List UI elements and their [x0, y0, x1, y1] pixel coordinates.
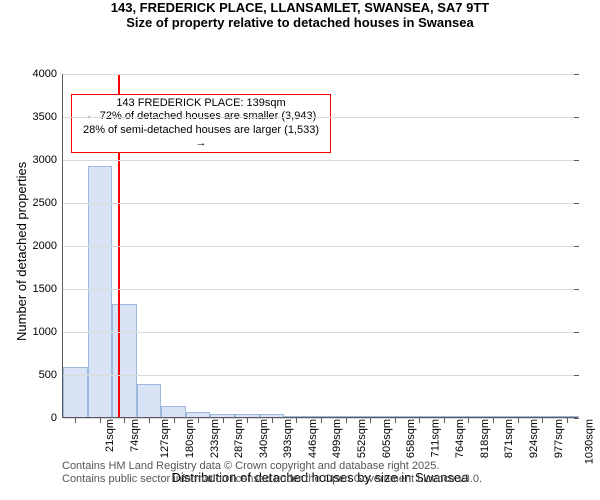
x-tick-label: 74sqm	[129, 419, 141, 452]
y-tick-label: 2500	[33, 197, 63, 209]
bar	[309, 416, 334, 417]
bar	[284, 416, 309, 417]
y-tick-label: 0	[51, 412, 63, 424]
bar	[505, 416, 530, 417]
x-tick-label: 1030sqm	[583, 419, 595, 464]
gridline-h	[63, 246, 578, 247]
bar	[432, 416, 457, 417]
gridline-h	[63, 332, 578, 333]
x-tick-mark	[321, 418, 322, 423]
y-axis-label: Number of detached properties	[14, 162, 29, 341]
y-tick-label: 1000	[33, 326, 63, 338]
gridline-h	[63, 375, 578, 376]
footer-line-2: Contains public sector information licen…	[62, 473, 482, 486]
bar	[358, 416, 383, 417]
y-tick-mark	[574, 74, 579, 75]
x-tick-mark	[346, 418, 347, 423]
gridline-h	[63, 74, 578, 75]
x-tick-mark	[567, 418, 568, 423]
x-tick-label: 233sqm	[209, 419, 221, 458]
x-tick-label: 499sqm	[332, 419, 344, 458]
gridline-h	[63, 289, 578, 290]
x-tick-mark	[370, 418, 371, 423]
bar	[260, 414, 285, 417]
annotation-line-1: 143 FREDERICK PLACE: 139sqm	[76, 97, 326, 110]
gridline-h	[63, 203, 578, 204]
x-tick-mark	[174, 418, 175, 423]
x-tick-mark	[124, 418, 125, 423]
bar	[210, 414, 235, 417]
annotation-line-3: 28% of semi-detached houses are larger (…	[76, 124, 326, 150]
footer: Contains HM Land Registry data © Crown c…	[62, 460, 482, 486]
y-tick-mark	[574, 246, 579, 247]
bar	[554, 416, 579, 417]
x-tick-label: 552sqm	[356, 419, 368, 458]
bar	[235, 414, 260, 417]
gridline-h	[63, 160, 578, 161]
bar	[137, 384, 162, 417]
x-tick-label: 658sqm	[405, 419, 417, 458]
x-tick-label: 871sqm	[504, 419, 516, 458]
x-tick-label: 818sqm	[479, 419, 491, 458]
x-tick-label: 711sqm	[429, 419, 441, 457]
bar	[333, 416, 358, 417]
page-title: 143, FREDERICK PLACE, LLANSAMLET, SWANSE…	[0, 0, 600, 15]
x-tick-mark	[272, 418, 273, 423]
x-tick-mark	[542, 418, 543, 423]
bar	[481, 416, 506, 417]
x-tick-mark	[75, 418, 76, 423]
plot-area: 143 FREDERICK PLACE: 139sqm ← 72% of det…	[62, 74, 578, 418]
y-tick-mark	[574, 117, 579, 118]
x-tick-mark	[247, 418, 248, 423]
y-tick-mark	[574, 289, 579, 290]
bar	[456, 416, 481, 417]
x-tick-mark	[100, 418, 101, 423]
x-tick-mark	[296, 418, 297, 423]
x-tick-label: 764sqm	[454, 419, 466, 458]
y-tick-label: 3000	[33, 154, 63, 166]
y-tick-label: 4000	[33, 68, 63, 80]
bar	[530, 416, 555, 417]
annotation-box: 143 FREDERICK PLACE: 139sqm ← 72% of det…	[71, 94, 331, 153]
footer-line-1: Contains HM Land Registry data © Crown c…	[62, 460, 482, 473]
y-tick-label: 1500	[33, 283, 63, 295]
y-tick-label: 500	[39, 369, 63, 381]
x-tick-label: 924sqm	[528, 419, 540, 458]
x-tick-mark	[395, 418, 396, 423]
y-tick-mark	[574, 418, 579, 419]
x-tick-label: 287sqm	[233, 419, 245, 458]
x-tick-mark	[419, 418, 420, 423]
bar	[407, 416, 432, 417]
x-tick-label: 393sqm	[282, 419, 294, 458]
x-tick-label: 21sqm	[104, 419, 116, 452]
x-tick-mark	[468, 418, 469, 423]
bar	[112, 304, 137, 417]
x-tick-label: 605sqm	[381, 419, 393, 458]
x-tick-label: 180sqm	[184, 419, 196, 458]
x-tick-mark	[149, 418, 150, 423]
y-tick-mark	[574, 375, 579, 376]
x-tick-mark	[444, 418, 445, 423]
x-tick-mark	[223, 418, 224, 423]
bar	[161, 406, 186, 417]
y-tick-mark	[574, 203, 579, 204]
bar	[382, 416, 407, 417]
x-tick-label: 340sqm	[258, 419, 270, 458]
y-tick-label: 2000	[33, 240, 63, 252]
gridline-h	[63, 117, 578, 118]
y-tick-mark	[574, 160, 579, 161]
x-tick-mark	[198, 418, 199, 423]
x-tick-label: 446sqm	[307, 419, 319, 458]
x-tick-mark	[518, 418, 519, 423]
bar	[186, 412, 211, 417]
x-tick-label: 127sqm	[160, 419, 172, 458]
x-tick-label: 977sqm	[553, 419, 565, 458]
y-tick-mark	[574, 332, 579, 333]
x-tick-mark	[493, 418, 494, 423]
y-tick-label: 3500	[33, 111, 63, 123]
page-subtitle: Size of property relative to detached ho…	[0, 15, 600, 30]
